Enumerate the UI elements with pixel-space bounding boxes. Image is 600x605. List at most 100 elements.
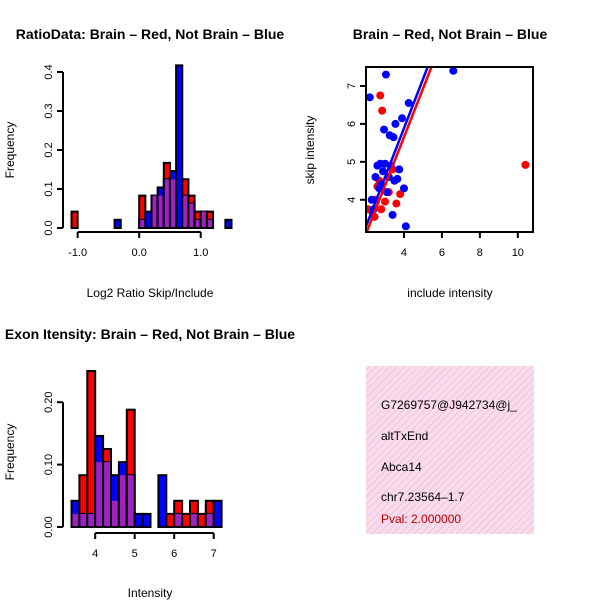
scatter-notbrain-point — [449, 67, 458, 75]
scatter-brain-point — [378, 106, 387, 115]
intensity-hist-overlap-bar — [127, 475, 134, 526]
scatter-x-tick-label: 4 — [401, 247, 407, 259]
info-line-id: G7269757@J942734@j_ — [381, 398, 517, 412]
scatter-plot-area — [366, 67, 530, 232]
intensity-hist-x-tick-label: 5 — [132, 548, 138, 560]
scatter-notbrain-point — [371, 173, 380, 181]
intensity-hist-ylabel: Frequency — [3, 424, 17, 481]
ratio-hist-xlabel: Log2 Ratio Skip/Include — [87, 286, 214, 300]
ratio-hist-y-tick-label: 0.2 — [43, 142, 55, 157]
scatter-notbrain-point — [388, 210, 397, 219]
scatter-brain-point — [377, 205, 386, 214]
info-line-gene: Abca14 — [381, 460, 422, 474]
ratio-hist-overlap-bar — [164, 179, 169, 227]
intensity-hist-title: Exon Itensity: Brain – Red, Not Brain – … — [5, 326, 295, 342]
intensity-hist-brain-bar — [86, 370, 97, 528]
intensity-hist-notbrain-bar — [212, 499, 223, 528]
info-line-event-type: altTxEnd — [381, 429, 428, 443]
scatter-x-tick-label: 6 — [439, 247, 445, 259]
intensity-hist-overlap-bar — [119, 475, 126, 526]
scatter-notbrain-point — [391, 119, 400, 128]
intensity-hist-x-tick-label: 4 — [92, 548, 98, 560]
intensity-hist-notbrain-bar — [133, 512, 144, 528]
intensity-hist-overlap-bar — [88, 513, 95, 526]
ratio-hist-overlap-bar — [195, 219, 200, 227]
info-line-pval: Pval: 2.000000 — [381, 512, 461, 526]
scatter-notbrain-point — [380, 125, 389, 134]
intensity-hist-bars — [70, 370, 223, 529]
intensity-hist-x-tick-label: 6 — [171, 548, 177, 560]
ratio-hist-y-tick-label: 0.4 — [43, 64, 55, 79]
scatter-brain-point — [521, 160, 530, 169]
intensity-hist-xlabel: Intensity — [128, 586, 173, 600]
scatter-notbrain-point — [393, 174, 402, 183]
scatter-brain-point — [380, 197, 389, 206]
ratio-hist-overlap-bar — [183, 195, 188, 227]
scatter-brain-point — [376, 91, 385, 100]
intensity-hist-overlap-bar — [191, 513, 197, 526]
scatter-brain-point — [396, 190, 405, 199]
intensity-hist-notbrain-bar — [157, 474, 168, 529]
ratio-hist-title: RatioData: Brain – Red, Not Brain – Blue — [16, 26, 285, 42]
intensity-hist-x-tick-label: 7 — [211, 548, 217, 560]
intensity-hist-brain-bar — [165, 512, 176, 528]
info-box-background — [366, 366, 534, 534]
ratio-histogram-panel: RatioData: Brain – Red, Not Brain – Blue… — [3, 26, 284, 300]
scatter-x-tick-label: 8 — [477, 247, 483, 259]
ratio-hist-overlap-bar — [189, 203, 194, 227]
scatter-notbrain-point — [367, 195, 376, 204]
ratio-hist-overlap-bar — [158, 195, 163, 227]
scatter-notbrain-point — [395, 165, 404, 174]
scatter-y-tick-label: 4 — [346, 197, 358, 203]
ratio-hist-y-tick-label: 0.0 — [43, 220, 55, 235]
ratio-hist-ylabel: Frequency — [3, 122, 17, 179]
intensity-hist-brain-bar — [196, 512, 207, 528]
ratio-hist-y-tick-label: 0.3 — [43, 103, 55, 118]
intensity-hist-axes: 4 5 6 7 0.00 0.10 0.20 — [43, 391, 217, 560]
intensity-hist-y-tick-label: 0.00 — [43, 516, 55, 537]
scatter-xlabel: include intensity — [407, 286, 492, 300]
ratio-hist-x-tick-label: -1.0 — [68, 247, 87, 259]
scatter-y-tick-label: 5 — [346, 159, 358, 165]
scatter-notbrain-fit-line — [366, 67, 429, 227]
info-panel: G7269757@J942734@j_ altTxEnd Abca14 chr7… — [366, 366, 534, 534]
ratio-hist-axes: -1.0 0.0 1.0 0.0 0.1 0.2 0.3 0.4 — [43, 64, 208, 259]
ratio-hist-overlap-bar — [207, 219, 213, 227]
scatter-notbrain-point — [398, 114, 407, 123]
ratio-hist-overlap-bar — [152, 195, 157, 227]
scatter-y-tick-label: 7 — [346, 83, 358, 89]
scatter-notbrain-point — [366, 93, 374, 102]
scatter-x-tick-label: 10 — [512, 247, 524, 259]
scatter-ylabel: skip intensity — [303, 116, 317, 185]
scatter-plot-frame — [365, 66, 534, 233]
intensity-hist-overlap-bar — [96, 462, 103, 526]
scatter-clip-group — [366, 67, 530, 232]
intensity-hist-overlap-bar — [175, 513, 182, 526]
ratio-hist-bars — [70, 64, 233, 230]
ratio-hist-overlap-bar — [201, 211, 206, 227]
scatter-notbrain-point — [389, 133, 398, 142]
info-line-location: chr7.23564–1.7 — [381, 490, 465, 504]
scatter-panel: Brain – Red, Not Brain – Blue include in… — [303, 26, 547, 300]
intensity-hist-overlap-bar — [104, 462, 110, 526]
scatter-title: Brain – Red, Not Brain – Blue — [353, 26, 548, 42]
ratio-hist-y-tick-label: 0.1 — [43, 181, 55, 196]
scatter-axes: 4 6 8 10 4 5 6 7 — [346, 66, 534, 259]
intensity-hist-notbrain-bar — [141, 512, 152, 528]
ratio-hist-notbrain-bar — [113, 218, 122, 229]
scatter-notbrain-point — [382, 188, 391, 197]
scatter-notbrain-point — [399, 184, 408, 193]
intensity-hist-y-tick-label: 0.10 — [43, 454, 55, 475]
intensity-hist-overlap-bar — [80, 513, 87, 526]
scatter-notbrain-point — [379, 167, 388, 176]
intensity-hist-y-tick-label: 0.20 — [43, 391, 55, 412]
ratio-hist-x-tick-label: 0.0 — [132, 247, 147, 259]
scatter-brain-point — [392, 199, 401, 208]
ratio-hist-overlap-bar — [170, 179, 176, 227]
scatter-brain-fit-line — [366, 67, 433, 232]
intensity-hist-brain-bar — [181, 512, 192, 528]
scatter-notbrain-point — [381, 70, 390, 79]
intensity-hist-overlap-bar — [206, 513, 213, 526]
ratio-hist-notbrain-bar — [175, 64, 184, 230]
